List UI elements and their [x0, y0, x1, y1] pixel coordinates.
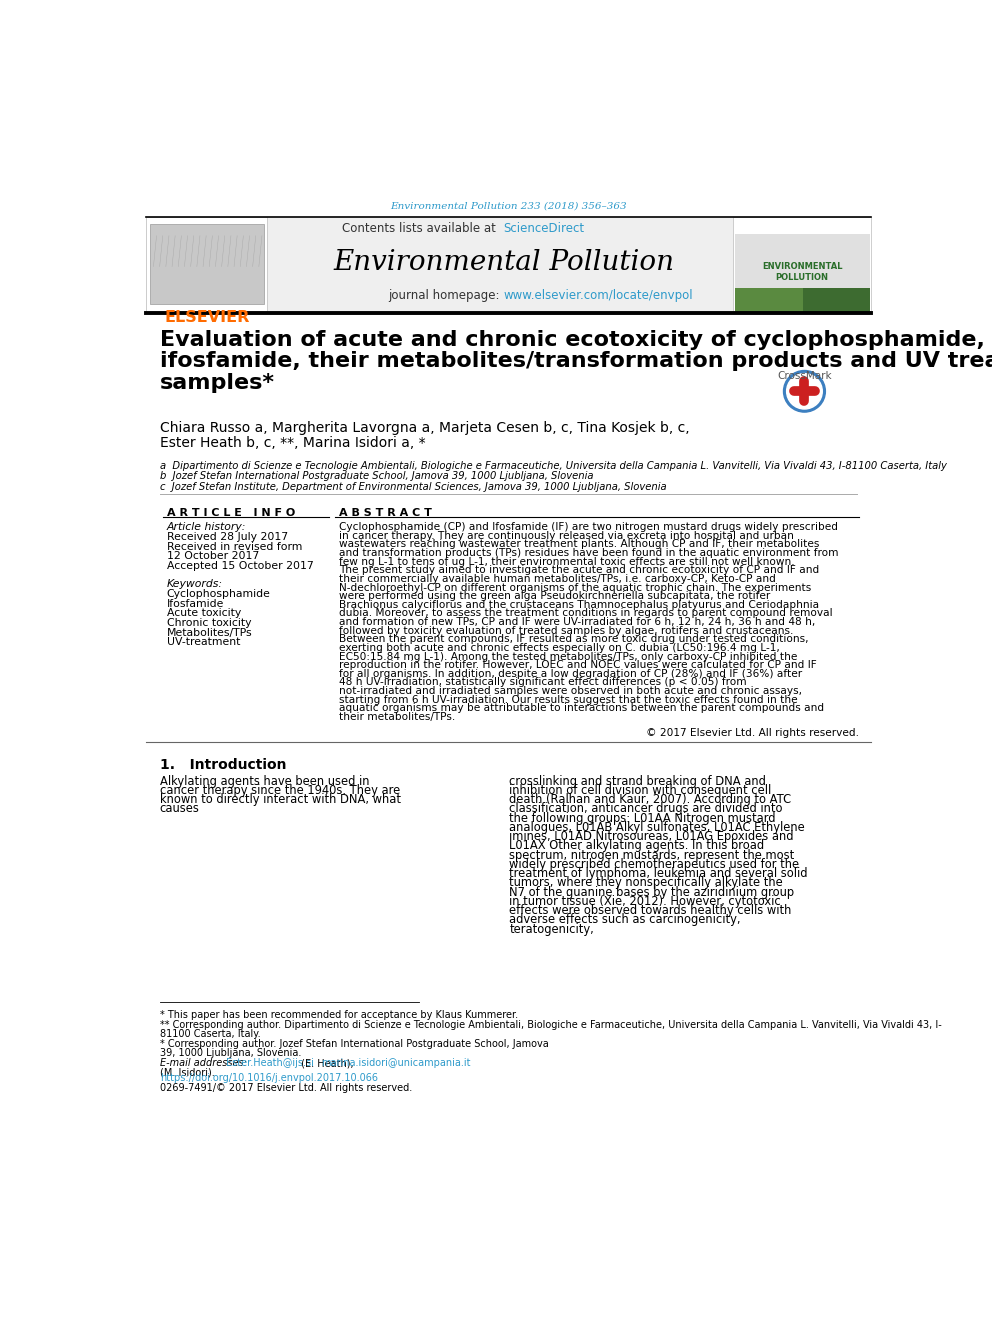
Text: known to directly interact with DNA, what: known to directly interact with DNA, wha… [160, 794, 401, 806]
Text: in cancer therapy. They are continuously released via excreta into hospital and : in cancer therapy. They are continuously… [338, 531, 794, 541]
Text: Cyclophosphamide: Cyclophosphamide [167, 589, 271, 599]
Text: c  Jozef Stefan Institute, Department of Environmental Sciences, Jamova 39, 1000: c Jozef Stefan Institute, Department of … [160, 482, 667, 492]
Text: for all organisms. In addition, despite a low degradation of CP (28%) and IF (36: for all organisms. In addition, despite … [338, 669, 802, 679]
Text: imines, L01AD Nitrosoureas, L01AG Epoxides and: imines, L01AD Nitrosoureas, L01AG Epoxid… [509, 831, 794, 843]
Text: teratogenicity,: teratogenicity, [509, 922, 594, 935]
Text: Ester.Heath@ijs.si: Ester.Heath@ijs.si [225, 1058, 313, 1068]
Text: Ester Heath b, c, **, Marina Isidori a, *: Ester Heath b, c, **, Marina Isidori a, … [160, 437, 426, 450]
Text: samples*: samples* [160, 373, 275, 393]
Text: not-irradiated and irradiated samples were observed in both acute and chronic as: not-irradiated and irradiated samples we… [338, 687, 802, 696]
Text: death (Ralhan and Kaur, 2007). According to ATC: death (Ralhan and Kaur, 2007). According… [509, 794, 792, 806]
Text: starting from 6 h UV-irradiation. Our results suggest that the toxic effects fou: starting from 6 h UV-irradiation. Our re… [338, 695, 798, 705]
Circle shape [787, 373, 822, 409]
Text: 81100 Caserta, Italy.: 81100 Caserta, Italy. [160, 1029, 260, 1039]
Text: Received in revised form: Received in revised form [167, 542, 302, 552]
Text: www.elsevier.com/locate/envpol: www.elsevier.com/locate/envpol [504, 288, 693, 302]
Text: Received 28 July 2017: Received 28 July 2017 [167, 532, 288, 542]
Text: Keywords:: Keywords: [167, 579, 222, 589]
Text: Evaluation of acute and chronic ecotoxicity of cyclophosphamide,: Evaluation of acute and chronic ecotoxic… [160, 329, 984, 349]
Text: marina.isidori@unicampania.it: marina.isidori@unicampania.it [320, 1058, 470, 1068]
Text: ** Corresponding author. Dipartimento di Scienze e Tecnologie Ambientali, Biolog: ** Corresponding author. Dipartimento di… [160, 1020, 941, 1029]
Text: 1.   Introduction: 1. Introduction [160, 758, 286, 771]
Text: their commercially available human metabolites/TPs, i.e. carboxy-CP, Keto-CP and: their commercially available human metab… [338, 574, 776, 583]
Text: journal homepage:: journal homepage: [389, 288, 504, 302]
Text: spectrum, nitrogen mustards, represent the most: spectrum, nitrogen mustards, represent t… [509, 848, 795, 861]
Text: 12 October 2017: 12 October 2017 [167, 552, 259, 561]
FancyBboxPatch shape [735, 234, 870, 290]
Text: L01AX Other alkylating agents. In this broad: L01AX Other alkylating agents. In this b… [509, 839, 764, 852]
Text: in tumor tissue (Xie, 2012). However, cytotoxic: in tumor tissue (Xie, 2012). However, cy… [509, 894, 781, 908]
Text: https://doi.org/10.1016/j.envpol.2017.10.066: https://doi.org/10.1016/j.envpol.2017.10… [160, 1073, 378, 1082]
Text: ENVIRONMENTAL
POLLUTION: ENVIRONMENTAL POLLUTION [762, 262, 842, 282]
Text: wastewaters reaching wastewater treatment plants. Although CP and IF, their meta: wastewaters reaching wastewater treatmen… [338, 540, 819, 549]
Text: E-mail addresses:: E-mail addresses: [160, 1058, 250, 1068]
Text: crosslinking and strand breaking of DNA and: crosslinking and strand breaking of DNA … [509, 775, 766, 787]
Text: b  Jozef Stefan International Postgraduate School, Jamova 39, 1000 Ljubljana, Sl: b Jozef Stefan International Postgraduat… [160, 471, 593, 482]
Text: CrossMark: CrossMark [777, 370, 831, 381]
Text: Between the parent compounds, IF resulted as more toxic drug under tested condit: Between the parent compounds, IF resulte… [338, 634, 808, 644]
Text: the following groups: L01AA Nitrogen mustard: the following groups: L01AA Nitrogen mus… [509, 812, 776, 824]
Text: classification, anticancer drugs are divided into: classification, anticancer drugs are div… [509, 803, 783, 815]
FancyBboxPatch shape [735, 288, 870, 312]
FancyBboxPatch shape [146, 217, 871, 312]
Text: their metabolites/TPs.: their metabolites/TPs. [338, 712, 455, 722]
Text: * This paper has been recommended for acceptance by Klaus Kummerer.: * This paper has been recommended for ac… [160, 1009, 518, 1020]
FancyBboxPatch shape [735, 288, 803, 312]
FancyBboxPatch shape [146, 217, 268, 312]
Text: (E. Heath),: (E. Heath), [298, 1058, 356, 1068]
Text: effects were observed towards healthy cells with: effects were observed towards healthy ce… [509, 904, 792, 917]
Text: EC50:15.84 mg L-1). Among the tested metabolites/TPs, only carboxy-CP inhibited : EC50:15.84 mg L-1). Among the tested met… [338, 651, 797, 662]
Text: 0269-7491/© 2017 Elsevier Ltd. All rights reserved.: 0269-7491/© 2017 Elsevier Ltd. All right… [160, 1082, 412, 1093]
Text: few ng L-1 to tens of ug L-1, their environmental toxic effects are still not we: few ng L-1 to tens of ug L-1, their envi… [338, 557, 795, 566]
Text: ifosfamide, their metabolites/transformation products and UV treated: ifosfamide, their metabolites/transforma… [160, 352, 992, 372]
Text: 48 h UV-irradiation, statistically significant effect differences (p < 0.05) fro: 48 h UV-irradiation, statistically signi… [338, 677, 746, 688]
Text: Article history:: Article history: [167, 523, 246, 532]
Text: ELSEVIER: ELSEVIER [165, 310, 250, 324]
Text: A B S T R A C T: A B S T R A C T [338, 508, 432, 517]
Text: dubia. Moreover, to assess the treatment conditions in regards to parent compoun: dubia. Moreover, to assess the treatment… [338, 609, 832, 618]
Text: © 2017 Elsevier Ltd. All rights reserved.: © 2017 Elsevier Ltd. All rights reserved… [646, 728, 859, 738]
Text: Contents lists available at: Contents lists available at [342, 221, 504, 234]
Text: a  Dipartimento di Scienze e Tecnologie Ambientali, Biologiche e Farmaceutiche, : a Dipartimento di Scienze e Tecnologie A… [160, 460, 946, 471]
Text: reproduction in the rotifer. However, LOEC and NOEC values were calculated for C: reproduction in the rotifer. However, LO… [338, 660, 816, 671]
Text: and transformation products (TPs) residues have been found in the aquatic enviro: and transformation products (TPs) residu… [338, 548, 838, 558]
Text: UV-treatment: UV-treatment [167, 638, 240, 647]
Text: * Corresponding author. Jozef Stefan International Postgraduate School, Jamova: * Corresponding author. Jozef Stefan Int… [160, 1039, 549, 1049]
Text: were performed using the green alga Pseudokirchneriella subcapitata, the rotifer: were performed using the green alga Pseu… [338, 591, 770, 601]
Text: Accepted 15 October 2017: Accepted 15 October 2017 [167, 561, 313, 572]
Text: adverse effects such as carcinogenicity,: adverse effects such as carcinogenicity, [509, 913, 741, 926]
Text: Environmental Pollution 233 (2018) 356–363: Environmental Pollution 233 (2018) 356–3… [390, 202, 627, 210]
Text: Alkylating agents have been used in: Alkylating agents have been used in [160, 775, 369, 787]
Text: 39, 1000 Ljubljana, Slovenia.: 39, 1000 Ljubljana, Slovenia. [160, 1048, 301, 1058]
Text: tumors, where they nonspecifically alkylate the: tumors, where they nonspecifically alkyl… [509, 876, 783, 889]
Text: causes: causes [160, 803, 199, 815]
Text: Cyclophosphamide (CP) and Ifosfamide (IF) are two nitrogen mustard drugs widely : Cyclophosphamide (CP) and Ifosfamide (IF… [338, 523, 837, 532]
Text: and formation of new TPs, CP and IF were UV-irradiated for 6 h, 12 h, 24 h, 36 h: and formation of new TPs, CP and IF were… [338, 617, 814, 627]
Text: Environmental Pollution: Environmental Pollution [333, 249, 675, 277]
Text: Acute toxicity: Acute toxicity [167, 609, 241, 618]
Text: ScienceDirect: ScienceDirect [504, 221, 585, 234]
Text: (M. Isidori).: (M. Isidori). [160, 1068, 214, 1077]
Text: Ifosfamide: Ifosfamide [167, 599, 224, 609]
Text: The present study aimed to investigate the acute and chronic ecotoxicity of CP a: The present study aimed to investigate t… [338, 565, 819, 576]
Text: followed by toxicity evaluation of treated samples by algae, rotifers and crusta: followed by toxicity evaluation of treat… [338, 626, 793, 635]
Circle shape [784, 370, 825, 411]
FancyBboxPatch shape [150, 224, 264, 303]
Text: aquatic organisms may be attributable to interactions between the parent compoun: aquatic organisms may be attributable to… [338, 704, 823, 713]
Text: A R T I C L E   I N F O: A R T I C L E I N F O [167, 508, 295, 517]
Text: Metabolites/TPs: Metabolites/TPs [167, 627, 252, 638]
Text: Chiara Russo a, Margherita Lavorgna a, Marjeta Cesen b, c, Tina Kosjek b, c,: Chiara Russo a, Margherita Lavorgna a, M… [160, 421, 689, 434]
Text: Brachionus calyciflorus and the crustaceans Thamnocephalus platyurus and Cerioda: Brachionus calyciflorus and the crustace… [338, 599, 818, 610]
Text: exerting both acute and chronic effects especially on C. dubia (LC50:196.4 mg L-: exerting both acute and chronic effects … [338, 643, 780, 654]
Text: cancer therapy since the 1940s. They are: cancer therapy since the 1940s. They are [160, 785, 400, 796]
FancyBboxPatch shape [733, 217, 871, 312]
Text: widely prescribed chemotherapeutics used for the: widely prescribed chemotherapeutics used… [509, 857, 800, 871]
Text: Chronic toxicity: Chronic toxicity [167, 618, 251, 628]
Text: analogues, L01AB Alkyl sulfonates, L01AC Ethylene: analogues, L01AB Alkyl sulfonates, L01AC… [509, 822, 805, 833]
Text: inhibition of cell division with consequent cell: inhibition of cell division with consequ… [509, 785, 772, 796]
Text: N7 of the guanine bases by the aziridinium group: N7 of the guanine bases by the aziridini… [509, 885, 795, 898]
Text: treatment of lymphoma, leukemia and several solid: treatment of lymphoma, leukemia and seve… [509, 867, 807, 880]
Text: N-dechloroethyl-CP on different organisms of the aquatic trophic chain. The expe: N-dechloroethyl-CP on different organism… [338, 582, 810, 593]
